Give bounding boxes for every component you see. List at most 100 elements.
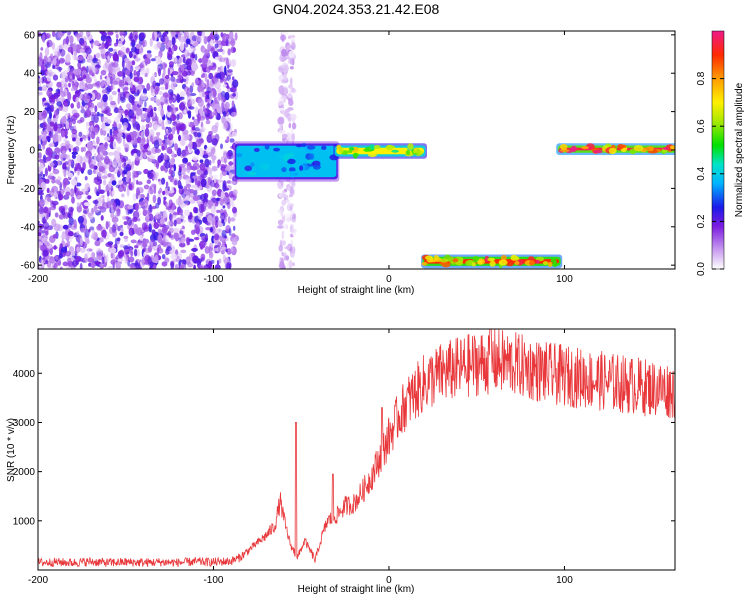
spectrogram-cell: [139, 234, 143, 241]
spectrogram-cell: [161, 226, 168, 234]
spectrogram-cell: [169, 158, 175, 167]
spectrogram-cell: [181, 149, 187, 157]
spectrogram-cell: [222, 120, 228, 130]
spectrogram-cell: [287, 93, 293, 99]
spectrogram-cell: [46, 104, 52, 114]
spectrogram-cell: [159, 91, 163, 96]
spectrogram-cell: [107, 55, 110, 61]
spectrogram-cell: [94, 261, 101, 265]
spectrogram-cell: [407, 143, 414, 150]
spectrogram-cell: [170, 209, 174, 214]
spectrogram-cell: [180, 91, 186, 98]
spectrogram-cell: [42, 173, 46, 178]
spectrogram-cell: [107, 152, 115, 156]
spectrogram-cell: [229, 138, 235, 143]
spectrogram-cell: [189, 189, 195, 194]
spectrogram-cell: [180, 204, 184, 209]
spectrogram-cell: [264, 144, 270, 150]
spectrogram-cell: [58, 193, 64, 201]
spectrogram-cell: [191, 184, 197, 189]
spectrogram-cell: [43, 55, 48, 64]
spectrogram-cell: [172, 108, 177, 114]
spectrogram-cell: [66, 257, 72, 263]
spectrogram-cell: [204, 73, 208, 82]
spectrogram-cell: [63, 138, 67, 142]
spectrogram-cell: [71, 257, 75, 261]
spectrogram-cell: [281, 230, 285, 240]
spectrogram-cell: [99, 158, 102, 167]
spectrogram-cell: [102, 179, 107, 186]
spectrogram-cell: [216, 72, 222, 79]
spectrogram-cell: [101, 122, 106, 130]
spectrogram-cell: [202, 56, 206, 65]
spectrogram-cell: [157, 197, 162, 205]
spectrogram-cell: [230, 217, 236, 222]
snr-x-tick-label: 100: [556, 575, 573, 586]
spectrogram-cell: [210, 147, 214, 157]
spectrogram-cell: [79, 137, 83, 142]
spectrogram-cell: [220, 250, 225, 255]
spectrogram-cell: [40, 244, 45, 250]
spectrogram-cell: [200, 253, 206, 261]
spectrogram-cell: [173, 163, 177, 172]
spectrogram-cell: [220, 190, 225, 200]
spectrogram-cell: [71, 128, 78, 135]
spectrogram-cell: [93, 40, 100, 46]
spectrogram-cell: [200, 87, 204, 93]
spectrogram-cell: [156, 161, 159, 169]
spectrogram-cell: [215, 202, 219, 207]
spectrogram-cell: [174, 264, 179, 269]
spectrogram-cell: [181, 162, 186, 167]
spectrogram-cell: [133, 69, 137, 76]
spectrogram-cell: [76, 204, 83, 213]
spectrogram-cell: [62, 115, 67, 125]
spectrogram-cell: [146, 83, 151, 91]
spectrogram-cell: [592, 150, 603, 154]
spectrogram-cell: [144, 108, 149, 113]
spectrogram-cell: [230, 180, 237, 185]
spectrogram-cell: [117, 179, 124, 185]
spectrogram-cell: [75, 89, 81, 97]
spectrogram-cell: [75, 96, 79, 104]
spectrogram-cell: [200, 193, 207, 202]
spectrogram-cell: [208, 205, 212, 210]
spectrogram-cell: [74, 185, 77, 194]
spectrogram-cell: [184, 61, 190, 66]
spectrogram-cell: [132, 170, 137, 177]
spectrogram-cell: [136, 179, 139, 185]
spectrogram-cell: [198, 147, 204, 157]
spectrogram-cell: [185, 150, 190, 156]
spectrogram-cell: [197, 31, 203, 37]
spectrogram-cell: [289, 77, 293, 86]
spectrogram-cell: [140, 67, 147, 76]
spectrogram-cell: [221, 229, 227, 239]
spectrogram-cell: [306, 145, 316, 150]
spectrogram-cell: [114, 107, 119, 114]
spectrogram-cell: [170, 261, 175, 269]
spectrogram-cell: [102, 170, 108, 175]
spectrogram-cell: [104, 155, 110, 165]
spectrogram-cell: [56, 101, 62, 107]
spectrogram-cell: [160, 108, 165, 118]
spectrogram-cell: [100, 156, 104, 161]
spectrogram-cell: [195, 35, 202, 44]
spectrogram-cell: [105, 41, 109, 48]
spectrogram-cell: [184, 86, 188, 93]
spectrogram-cell: [142, 243, 148, 248]
spectrogram-cell: [76, 77, 84, 82]
spectrogram-cell: [115, 184, 120, 189]
spectrogram-cell: [78, 131, 83, 137]
spectrogram-cell: [44, 32, 51, 39]
spectrogram-cell: [289, 225, 293, 230]
spectrogram-cell: [165, 248, 170, 255]
spectrogram-cell: [75, 255, 82, 263]
spectrogram-cell: [289, 167, 296, 172]
spectrogram-cell: [192, 116, 195, 120]
spectrogram-cell: [197, 210, 202, 220]
spectrogram-cell: [59, 243, 63, 248]
spectrogram-cell: [147, 256, 152, 265]
spectrogram-cell: [363, 148, 371, 152]
snr-y-tick-label: 3000: [13, 418, 36, 429]
spectrogram-cell: [159, 78, 165, 85]
spectrogram-cell: [194, 147, 198, 154]
